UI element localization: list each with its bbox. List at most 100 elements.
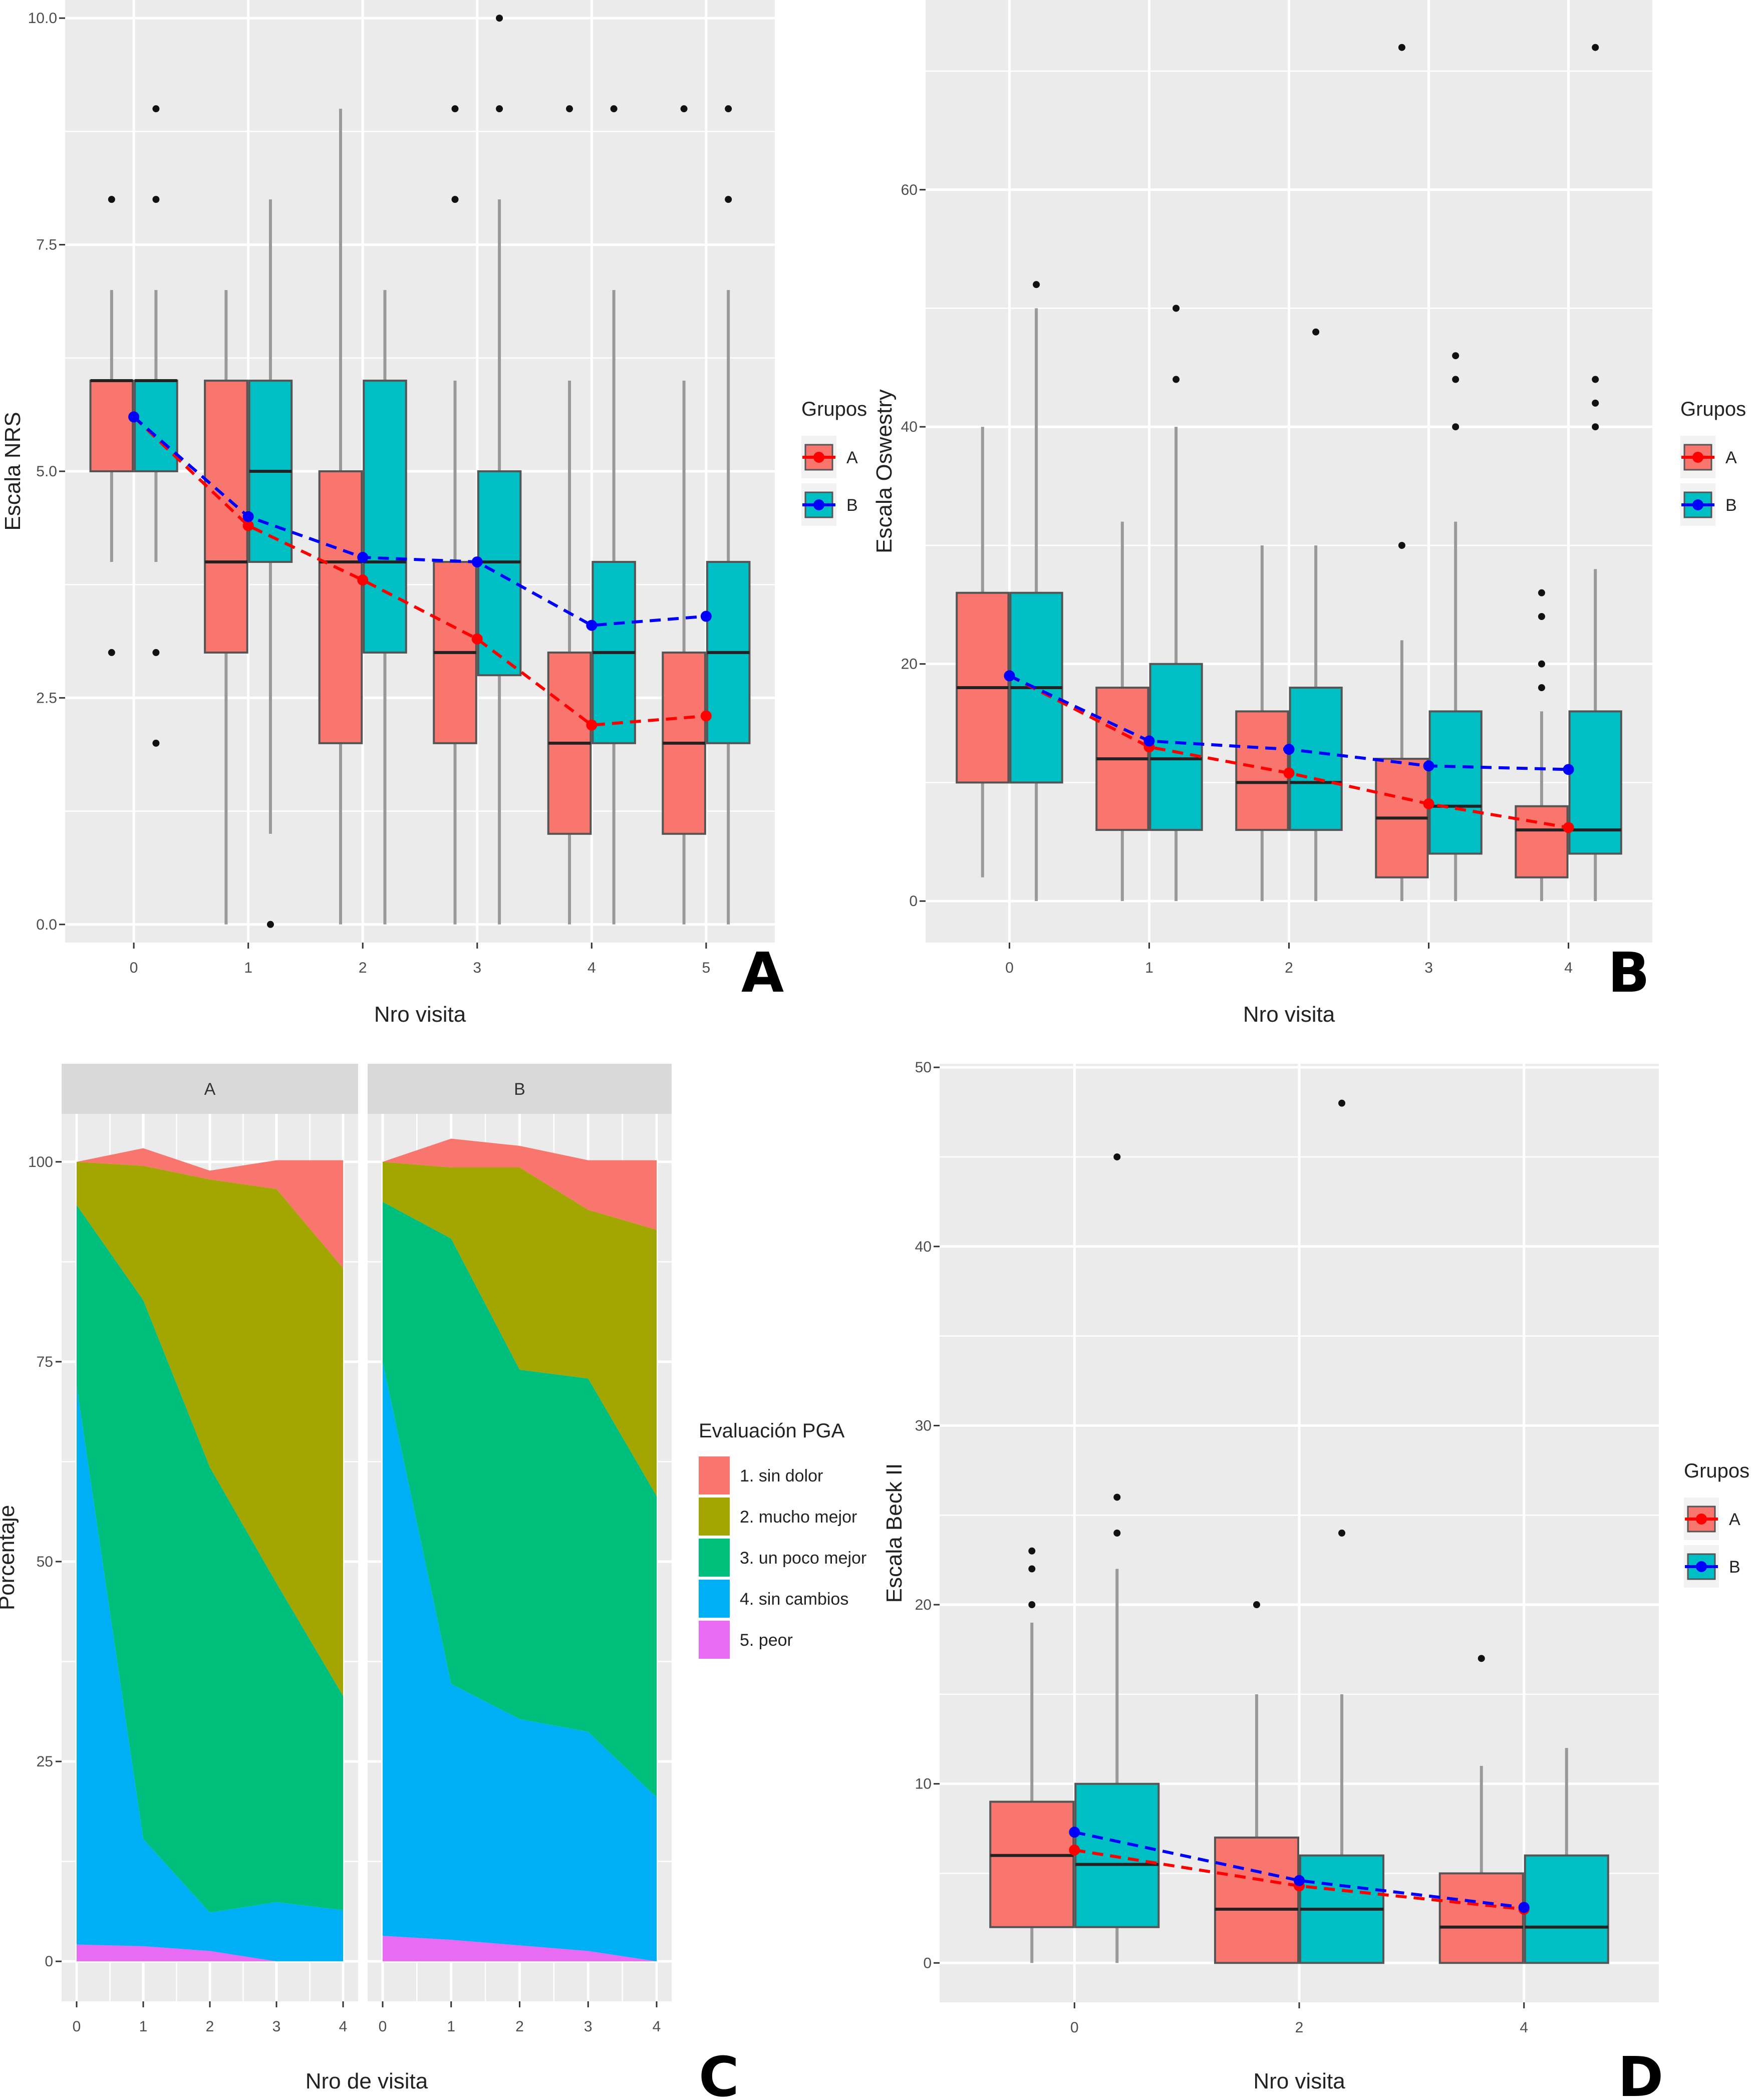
mean-line-B bbox=[1074, 1831, 1525, 1909]
outlier-point bbox=[610, 105, 618, 113]
box-iqr bbox=[363, 380, 407, 654]
outlier-point bbox=[108, 196, 115, 203]
legend: Grupos A B bbox=[801, 398, 867, 526]
area-sin-cambios bbox=[77, 1385, 343, 1962]
box-A-visit-0 bbox=[989, 1547, 1075, 1963]
y-tick-label: 0 bbox=[909, 893, 918, 910]
mean-point-B bbox=[1518, 1902, 1530, 1913]
legend-key-point bbox=[813, 452, 824, 463]
x-tick-label: 4 bbox=[1520, 2019, 1528, 2036]
y-tick-label: 25 bbox=[37, 1753, 53, 1770]
outlier-point bbox=[1538, 613, 1545, 620]
y-tick-label: 40 bbox=[915, 1239, 932, 1255]
x-tick-label: 0 bbox=[379, 2018, 387, 2035]
x-tick-label: 1 bbox=[1145, 960, 1153, 976]
panel-D: 0 10 20 30 40 50 0 2 4 Nro visita Escala Beck II Gr… bbox=[882, 1059, 1749, 2100]
x-tick-label: 4 bbox=[653, 2018, 661, 2035]
y-axis-label: Porcentaje bbox=[0, 1505, 19, 1610]
y-tick-label: 20 bbox=[915, 1597, 932, 1613]
box-A-visit-2 bbox=[318, 109, 363, 925]
mean-point-B bbox=[357, 551, 369, 563]
y-tick-label: 0 bbox=[923, 1955, 932, 1971]
x-tick-label: 2 bbox=[359, 960, 367, 976]
box-B-visit-2 bbox=[363, 290, 407, 925]
x-tick-label: 3 bbox=[584, 2018, 593, 2035]
x-axis-label: Nro visita bbox=[1243, 1002, 1335, 1027]
legend-key-point bbox=[1692, 499, 1703, 510]
area-peor bbox=[383, 1936, 657, 1962]
x-tick-label: 1 bbox=[447, 2018, 455, 2035]
panel-C: A 0 1 2 3 4 B 0 1 2 3 4 0 25 50 75 100 Nro de visita Porce… bbox=[0, 1064, 866, 2100]
area-un-poco-mejor bbox=[77, 1205, 343, 1913]
outlier-point bbox=[152, 649, 160, 656]
outlier-point bbox=[108, 649, 115, 656]
outlier-point bbox=[1538, 684, 1545, 692]
outlier-point bbox=[1592, 399, 1599, 407]
outlier-point bbox=[266, 921, 274, 928]
box-B-visit-2 bbox=[1289, 328, 1343, 902]
box-iqr bbox=[1515, 805, 1569, 878]
mean-point-A bbox=[1563, 822, 1574, 833]
box-B-visit-4 bbox=[1524, 1748, 1609, 1964]
legend-label: A bbox=[1725, 448, 1737, 467]
mean-line-B bbox=[133, 416, 707, 627]
area-sin-dolor bbox=[383, 1138, 657, 1230]
outlier-point bbox=[1452, 352, 1459, 360]
box-iqr bbox=[134, 380, 178, 472]
y-tick-label: 40 bbox=[901, 419, 918, 435]
box-A-visit-1 bbox=[204, 290, 248, 925]
panel-B: 0 20 40 60 0 1 2 3 4 Nro visita Escala Oswestry Gru… bbox=[872, 0, 1746, 1027]
facet-B: B 0 1 2 3 4 bbox=[368, 1064, 672, 2035]
x-tick-label: 3 bbox=[272, 2018, 281, 2035]
legend-label: B bbox=[1725, 496, 1737, 515]
outlier-point bbox=[152, 105, 160, 113]
outlier-point bbox=[1478, 1655, 1485, 1662]
outlier-point bbox=[1253, 1601, 1260, 1609]
y-axis-label: Escala Oswestry bbox=[872, 389, 897, 553]
outlier-point bbox=[725, 105, 732, 113]
outlier-point bbox=[1338, 1530, 1346, 1537]
mean-point-B bbox=[128, 411, 140, 423]
outlier-point bbox=[1398, 44, 1405, 51]
facet-strip bbox=[62, 1064, 358, 1114]
panel-letter: B bbox=[1608, 941, 1650, 1005]
outlier-point bbox=[1113, 1153, 1121, 1160]
legend-key bbox=[699, 1456, 730, 1494]
outlier-point bbox=[451, 105, 459, 113]
box-B-visit-0 bbox=[134, 105, 178, 747]
x-tick-label: 3 bbox=[1424, 960, 1433, 976]
legend-title: Evaluación PGA bbox=[699, 1420, 845, 1442]
box-B-visit-1 bbox=[1149, 305, 1203, 902]
y-tick-label: 7.5 bbox=[36, 237, 57, 253]
box-iqr bbox=[1524, 1854, 1609, 1964]
box-iqr bbox=[477, 470, 522, 677]
area-peor bbox=[77, 1944, 343, 1962]
x-tick-label: 2 bbox=[206, 2018, 214, 2035]
box-B-visit-5 bbox=[706, 105, 751, 925]
outlier-point bbox=[1113, 1493, 1121, 1501]
box-A-visit-4 bbox=[1438, 1655, 1524, 1964]
x-tick-label: 1 bbox=[244, 960, 252, 976]
outlier-point bbox=[1173, 376, 1180, 383]
y-tick-label: 60 bbox=[901, 182, 918, 198]
mean-point-B bbox=[1069, 1827, 1080, 1838]
box-iqr bbox=[318, 470, 363, 744]
x-axis-label: Nro visita bbox=[1253, 2069, 1345, 2093]
box-A-visit-0 bbox=[956, 427, 1010, 877]
legend-label: 3. un poco mejor bbox=[740, 1549, 866, 1568]
outlier-point bbox=[1538, 660, 1545, 668]
legend-label: 5. peor bbox=[740, 1631, 793, 1650]
x-tick-label: 0 bbox=[130, 960, 138, 976]
mean-point-B bbox=[1294, 1875, 1305, 1886]
box-iqr bbox=[204, 380, 248, 654]
y-tick-label: 5.0 bbox=[36, 463, 57, 480]
x-tick-label: 0 bbox=[1070, 2019, 1079, 2036]
legend-label: B bbox=[1729, 1558, 1740, 1577]
panel-letter: C bbox=[699, 2045, 739, 2100]
x-tick-label: 0 bbox=[73, 2018, 81, 2035]
outlier-point bbox=[725, 196, 732, 203]
x-tick-label: 2 bbox=[1295, 2019, 1304, 2036]
y-tick-label: 0.0 bbox=[36, 917, 57, 933]
outlier-point bbox=[1028, 1601, 1036, 1609]
